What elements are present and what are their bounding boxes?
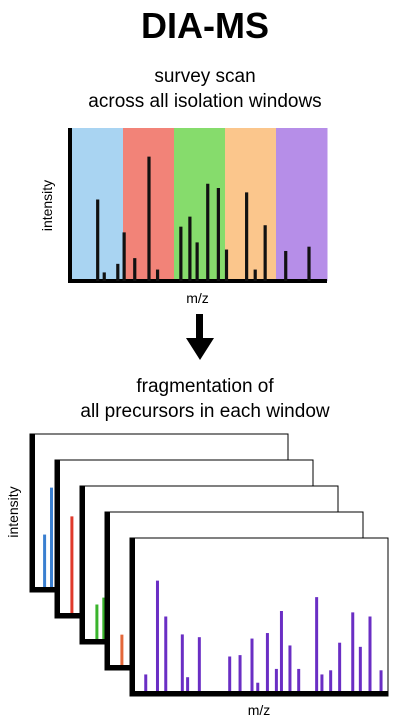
fragmentation-caption: fragmentation of all precursors in each … (0, 374, 410, 424)
down-arrow-icon (186, 314, 214, 360)
fragment-y-axis-4 (105, 512, 110, 670)
fragment-y-axis-label: intensity (5, 486, 21, 537)
fragment-spectra-stack: m/z intensity (5, 433, 389, 718)
fragment-y-axis-3 (80, 486, 85, 644)
survey-caption-line-2: across all isolation windows (88, 91, 322, 112)
fragment-panel-frame-5 (129, 537, 389, 697)
fragment-panel-5 (129, 537, 389, 697)
page-title: DIA-MS (141, 5, 269, 46)
fragment-y-axis-2 (55, 460, 60, 618)
survey-caption-line-1: survey scan (154, 66, 256, 87)
survey-scan-chart: m/z intensity (39, 128, 328, 306)
arrow-head (186, 338, 214, 360)
y-axis (68, 128, 72, 283)
fragmentation-caption-line-1: fragmentation of (136, 376, 274, 397)
fragment-y-axis-1 (30, 434, 35, 592)
survey-y-axis-label: intensity (39, 180, 55, 231)
isolation-window-5 (276, 128, 328, 281)
survey-scan-caption: survey scan across all isolation windows (0, 64, 410, 114)
fragment-x-axis-5 (130, 691, 388, 696)
fragment-y-axis-5 (130, 538, 135, 696)
isolation-window-4 (225, 128, 277, 281)
arrow-shaft (196, 314, 203, 340)
fragment-x-axis-label: m/z (248, 702, 271, 718)
survey-x-axis-label: m/z (186, 290, 209, 306)
fragmentation-caption-line-2: all precursors in each window (80, 401, 330, 422)
